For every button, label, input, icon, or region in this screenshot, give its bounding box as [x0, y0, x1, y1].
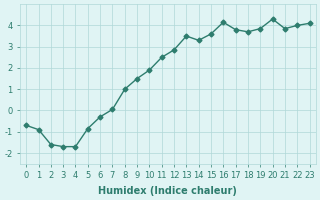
X-axis label: Humidex (Indice chaleur): Humidex (Indice chaleur) [99, 186, 237, 196]
